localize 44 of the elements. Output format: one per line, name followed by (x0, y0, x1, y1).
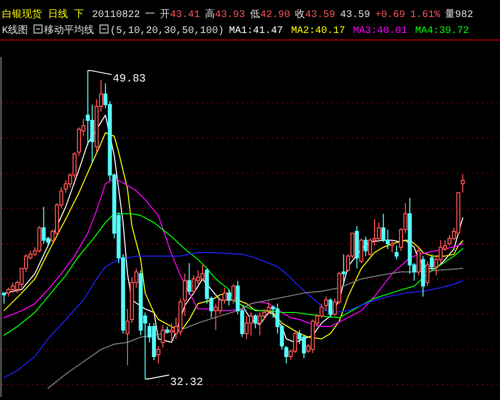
text: MA1:41.47 (229, 26, 284, 37)
chart-title: 白银现货 日线 下 (2, 8, 84, 21)
candlestick (182, 273, 187, 316)
candlestick (160, 324, 165, 348)
candlestick (200, 264, 204, 282)
candlestick (187, 262, 192, 296)
candlestick (425, 260, 430, 287)
candlestick (394, 244, 399, 260)
candlestick (2, 292, 6, 304)
candlestick (359, 238, 364, 264)
candlestick (125, 308, 130, 366)
candlestick (258, 312, 262, 336)
text: 移动平均线 (44, 24, 94, 37)
candlestick (192, 274, 196, 296)
candlestick (37, 226, 42, 254)
candlestick (253, 314, 258, 329)
candlestick (376, 222, 381, 242)
candlestick (302, 334, 306, 359)
text: MA4:39.72 (415, 26, 470, 37)
candlestick (226, 289, 231, 306)
candlestick (430, 254, 434, 271)
annotation: 49.83 (112, 74, 146, 86)
annotation: 32.32 (170, 377, 204, 390)
text: 20110822 一 开43.41 高43.93 低42.90 收43.59 43.59 +0.69 1.61% 量982 (92, 10, 474, 21)
candlestick (416, 246, 421, 276)
text: MA2:40.17 (291, 26, 346, 37)
candlestick (328, 298, 332, 318)
candlestick (10, 282, 15, 294)
candlestick (324, 296, 328, 312)
candlestick (284, 345, 288, 364)
candlestick (214, 303, 218, 331)
text: (5,10,20,30,50,100) (110, 25, 224, 37)
candlestick (231, 284, 236, 304)
text: K线图 (2, 24, 28, 37)
text: MA3:40.01 (353, 26, 408, 37)
candlestick (342, 254, 346, 283)
candlestick (156, 345, 160, 364)
candlestick (244, 315, 249, 340)
candlestick (364, 236, 368, 257)
candlestick (42, 206, 46, 244)
candlestick (368, 238, 372, 257)
candlestick (390, 240, 394, 254)
candlestick (266, 301, 271, 315)
candlestick (170, 322, 174, 343)
